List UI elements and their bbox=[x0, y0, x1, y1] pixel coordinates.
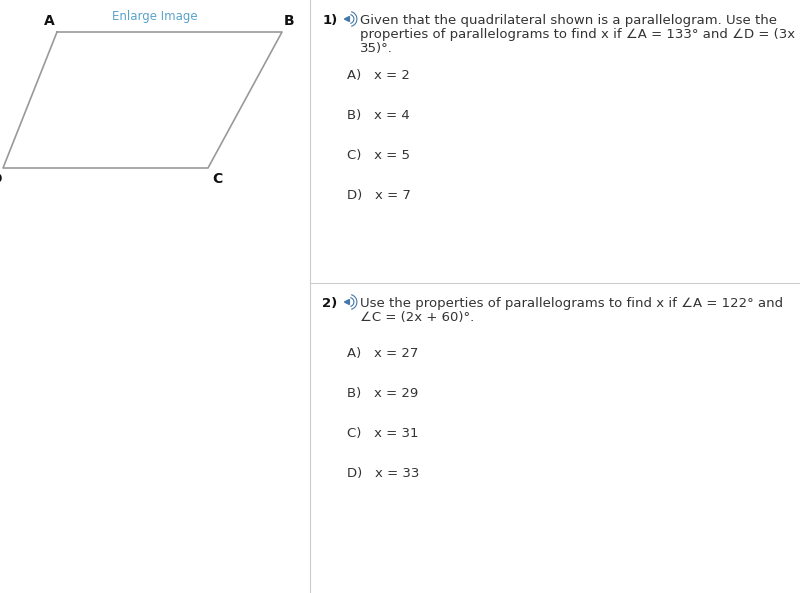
Text: Given that the quadrilateral shown is a parallelogram. Use the: Given that the quadrilateral shown is a … bbox=[361, 14, 778, 27]
Text: properties of parallelograms to find x if ∠A = 133° and ∠D = (3x +: properties of parallelograms to find x i… bbox=[361, 28, 800, 41]
Text: A)   x = 2: A) x = 2 bbox=[347, 69, 410, 82]
Polygon shape bbox=[345, 299, 350, 304]
Text: A)   x = 27: A) x = 27 bbox=[347, 347, 418, 360]
Text: 35)°.: 35)°. bbox=[361, 42, 394, 55]
Text: D: D bbox=[0, 172, 2, 186]
Text: Use the properties of parallelograms to find x if ∠A = 122° and: Use the properties of parallelograms to … bbox=[361, 297, 783, 310]
Text: D)   x = 33: D) x = 33 bbox=[347, 467, 420, 480]
Text: 1): 1) bbox=[322, 14, 338, 27]
Polygon shape bbox=[345, 17, 350, 21]
Text: D)   x = 7: D) x = 7 bbox=[347, 189, 411, 202]
Text: C)   x = 31: C) x = 31 bbox=[347, 427, 419, 440]
Text: Enlarge Image: Enlarge Image bbox=[112, 10, 198, 23]
Text: B: B bbox=[284, 14, 294, 28]
Text: C)   x = 5: C) x = 5 bbox=[347, 149, 410, 162]
Text: 2): 2) bbox=[322, 297, 338, 310]
Text: B)   x = 29: B) x = 29 bbox=[347, 387, 418, 400]
Text: B)   x = 4: B) x = 4 bbox=[347, 109, 410, 122]
Text: A: A bbox=[44, 14, 55, 28]
Text: ∠C = (2x + 60)°.: ∠C = (2x + 60)°. bbox=[361, 311, 474, 324]
Text: C: C bbox=[212, 172, 222, 186]
